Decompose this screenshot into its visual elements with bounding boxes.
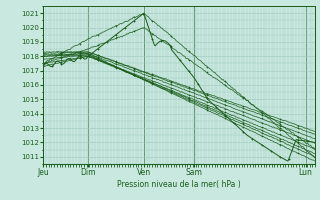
X-axis label: Pression niveau de la mer( hPa ): Pression niveau de la mer( hPa )	[117, 180, 241, 189]
